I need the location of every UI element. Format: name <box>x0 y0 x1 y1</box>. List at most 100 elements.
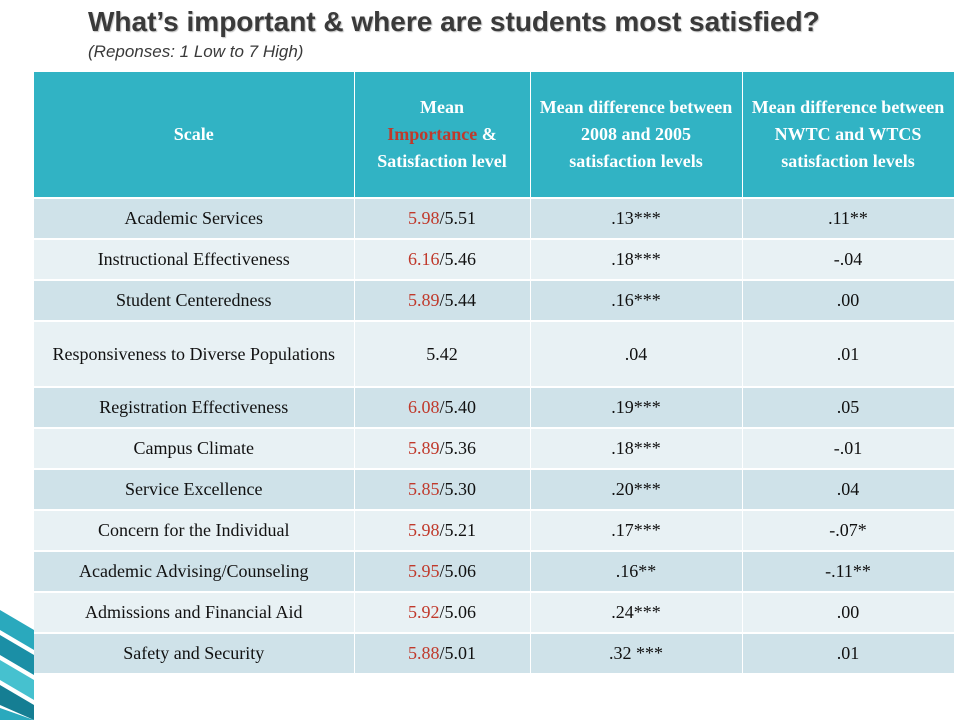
cell-diff-2008-2005: .24*** <box>530 591 743 633</box>
header-diff-nwtc-wtcs: Mean difference between NWTC and WTCS sa… <box>742 72 955 198</box>
satisfaction-value: 5.06 <box>444 602 477 623</box>
cell-diff-nwtc-wtcs: .01 <box>742 320 955 387</box>
cell-diff-2008-2005: .18*** <box>530 427 743 469</box>
cell-mean-importance-satisfaction: 6.08/5.40 <box>354 386 531 428</box>
value-separator: / <box>439 290 445 311</box>
slide-title: What’s important & where are students mo… <box>88 6 820 37</box>
satisfaction-table: Scale Mean Importance & Satisfaction lev… <box>34 72 955 673</box>
cell-mean-importance-satisfaction: 5.88/5.01 <box>354 632 531 673</box>
table-row: Academic Services 5.98/5.51.13*** .11** <box>34 197 955 239</box>
cell-diff-2008-2005: .17*** <box>530 509 743 551</box>
header-scale: Scale <box>34 72 355 198</box>
table-row: Service Excellence 5.85/5.30.20*** .04 <box>34 468 955 510</box>
cell-scale: Academic Services <box>34 197 355 239</box>
header-importance-word: Importance <box>387 124 478 144</box>
cell-diff-nwtc-wtcs: .04 <box>742 468 955 510</box>
cell-diff-2008-2005: .16** <box>530 550 743 592</box>
cell-mean-importance-satisfaction: 5.89/5.36 <box>354 427 531 469</box>
value-separator: / <box>439 397 445 418</box>
cell-scale: Registration Effectiveness <box>34 386 355 428</box>
importance-value: 6.08 <box>407 397 440 418</box>
cell-diff-nwtc-wtcs: -.07* <box>742 509 955 551</box>
cell-mean-importance-satisfaction: 5.92/5.06 <box>354 591 531 633</box>
cell-scale: Responsiveness to Diverse Populations <box>34 320 355 387</box>
cell-diff-nwtc-wtcs: .11** <box>742 197 955 239</box>
cell-mean-importance-satisfaction: 5.98/5.51 <box>354 197 531 239</box>
satisfaction-value: 5.46 <box>444 249 477 270</box>
table-row: Student Centeredness 5.89/5.44.16*** .00 <box>34 279 955 321</box>
satisfaction-value: 5.30 <box>444 479 477 500</box>
importance-value: 5.85 <box>407 479 440 500</box>
cell-diff-nwtc-wtcs: .01 <box>742 632 955 673</box>
header-diff-2008-2005: Mean difference between 2008 and 2005 sa… <box>530 72 743 198</box>
cell-diff-2008-2005: .32 *** <box>530 632 743 673</box>
cell-diff-2008-2005: .20*** <box>530 468 743 510</box>
cell-diff-nwtc-wtcs: -.04 <box>742 238 955 280</box>
value-separator: / <box>439 520 445 541</box>
header-mean-importance-satisfaction: Mean Importance & Satisfaction level <box>354 72 531 198</box>
cell-diff-nwtc-wtcs: .00 <box>742 591 955 633</box>
importance-value: 5.88 <box>407 643 440 664</box>
cell-diff-nwtc-wtcs: .00 <box>742 279 955 321</box>
cell-diff-2008-2005: .19*** <box>530 386 743 428</box>
value-separator: / <box>439 643 445 664</box>
cell-scale: Safety and Security <box>34 632 355 673</box>
cell-scale: Campus Climate <box>34 427 355 469</box>
value-separator: / <box>439 249 445 270</box>
cell-scale: Concern for the Individual <box>34 509 355 551</box>
importance-value: 5.95 <box>407 561 440 582</box>
cell-mean-importance-satisfaction: 5.85/5.30 <box>354 468 531 510</box>
table-row: Academic Advising/Counseling 5.95/5.06.16… <box>34 550 955 592</box>
cell-diff-nwtc-wtcs: -.01 <box>742 427 955 469</box>
cell-diff-2008-2005: .18*** <box>530 238 743 280</box>
importance-value: 5.98 <box>407 520 440 541</box>
table-row: Admissions and Financial Aid 5.92/5.06.24… <box>34 591 955 633</box>
table-row: Concern for the Individual 5.98/5.21.17**… <box>34 509 955 551</box>
satisfaction-value: 5.06 <box>444 561 477 582</box>
value-separator: / <box>439 479 445 500</box>
table-row: Campus Climate 5.89/5.36.18*** -.01 <box>34 427 955 469</box>
decorative-corner-graphic <box>0 610 34 720</box>
cell-mean-importance-satisfaction: 5.42 <box>354 320 531 387</box>
importance-value: 5.89 <box>407 438 440 459</box>
importance-value: 5.92 <box>407 602 440 623</box>
cell-diff-2008-2005: .13*** <box>530 197 743 239</box>
table-body: Academic Services 5.98/5.51.13*** .11** Ins… <box>34 197 955 673</box>
table-row: Registration Effectiveness 6.08/5.40.19**… <box>34 386 955 428</box>
slide-subtitle: (Reponses: 1 Low to 7 High) <box>88 42 304 61</box>
satisfaction-value: 5.42 <box>426 343 458 364</box>
cell-scale: Instructional Effectiveness <box>34 238 355 280</box>
cell-diff-2008-2005: .04 <box>530 320 743 387</box>
satisfaction-value: 5.21 <box>444 520 477 541</box>
value-separator: / <box>439 208 445 229</box>
cell-scale: Student Centeredness <box>34 279 355 321</box>
value-separator: / <box>439 602 445 623</box>
satisfaction-value: 5.51 <box>444 208 477 229</box>
table-row: Responsiveness to Diverse Populations 5.4… <box>34 320 955 387</box>
header-mean-word: Mean <box>420 97 464 117</box>
cell-scale: Service Excellence <box>34 468 355 510</box>
satisfaction-value: 5.40 <box>444 397 477 418</box>
value-separator: / <box>439 561 445 582</box>
cell-diff-2008-2005: .16*** <box>530 279 743 321</box>
satisfaction-value: 5.36 <box>444 438 477 459</box>
cell-mean-importance-satisfaction: 5.95/5.06 <box>354 550 531 592</box>
satisfaction-value: 5.01 <box>444 643 477 664</box>
cell-scale: Academic Advising/Counseling <box>34 550 355 592</box>
slide-header: What’s important & where are students mo… <box>34 0 954 72</box>
cell-scale: Admissions and Financial Aid <box>34 591 355 633</box>
importance-value: 5.98 <box>407 208 440 229</box>
table-header-row: Scale Mean Importance & Satisfaction lev… <box>34 72 955 198</box>
importance-value: 5.89 <box>407 290 440 311</box>
table-row: Instructional Effectiveness 6.16/5.46.18*… <box>34 238 955 280</box>
satisfaction-value: 5.44 <box>444 290 477 311</box>
cell-mean-importance-satisfaction: 6.16/5.46 <box>354 238 531 280</box>
value-separator: / <box>439 438 445 459</box>
cell-diff-nwtc-wtcs: -.11** <box>742 550 955 592</box>
cell-mean-importance-satisfaction: 5.98/5.21 <box>354 509 531 551</box>
table-row: Safety and Security 5.88/5.01.32 *** .01 <box>34 632 955 673</box>
cell-mean-importance-satisfaction: 5.89/5.44 <box>354 279 531 321</box>
header-satisfaction-level: Satisfaction level <box>377 151 507 171</box>
importance-value: 6.16 <box>407 249 440 270</box>
cell-diff-nwtc-wtcs: .05 <box>742 386 955 428</box>
